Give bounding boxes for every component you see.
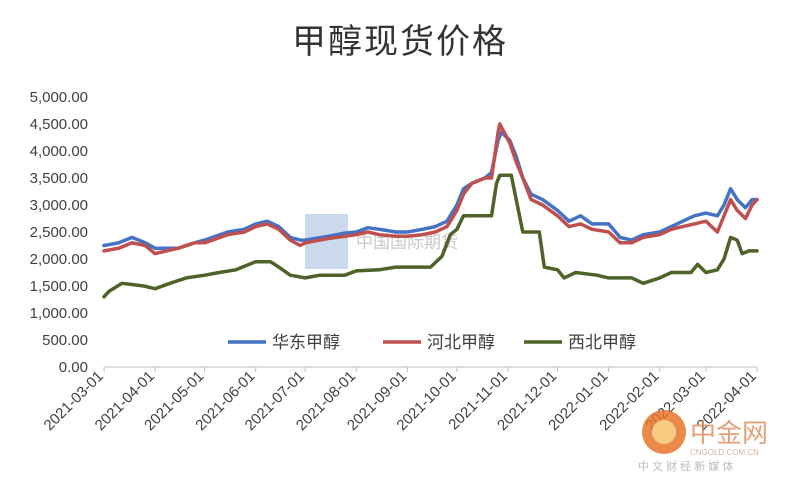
axes: 0.00 500.00 1,000.00 1,500.00 2,000.00 2,500.… [30,89,760,434]
corner-logo-text: 中金网 [690,418,768,448]
legend-label-1: 华东甲醇 [272,333,340,352]
series-layer [102,122,759,299]
y-tick-label: 500.00 [42,332,88,349]
y-tick-label: 1,500.00 [30,278,88,295]
corner-url-text: CNGOLD.COM.CN [690,448,759,457]
y-tick-label: 2,000.00 [30,251,88,268]
y-tick-label: 3,500.00 [30,170,88,187]
corner-subtext: 中 文 财 经 新 媒 体 [638,459,733,473]
legend-label-3: 西北甲醇 [568,333,636,352]
center-watermark-text: 中国国际期货 [356,233,458,252]
y-tick-label: 4,500.00 [30,116,88,133]
chart-title: 甲醇现货价格 [292,22,508,62]
y-tick-label: 2,500.00 [30,224,88,241]
corner-logo: 中金网 CNGOLD.COM.CN 中 文 财 经 新 媒 体 [638,410,768,473]
y-tick-label: 1,000.00 [30,305,88,322]
legend-label-2: 河北甲醇 [427,333,495,352]
center-watermark: 中国国际期货 [305,214,458,269]
y-tick-label: 3,000.00 [30,197,88,214]
series-line-2 [102,122,759,256]
y-tick-label: 0.00 [59,359,88,376]
y-tick-label: 5,000.00 [30,89,88,106]
series-line-1 [102,130,759,250]
y-tick-label: 4,000.00 [30,143,88,160]
legend: 华东甲醇 河北甲醇 西北甲醇 [228,333,636,352]
series-line-3 [102,173,759,299]
logo-inner-icon [652,420,676,444]
